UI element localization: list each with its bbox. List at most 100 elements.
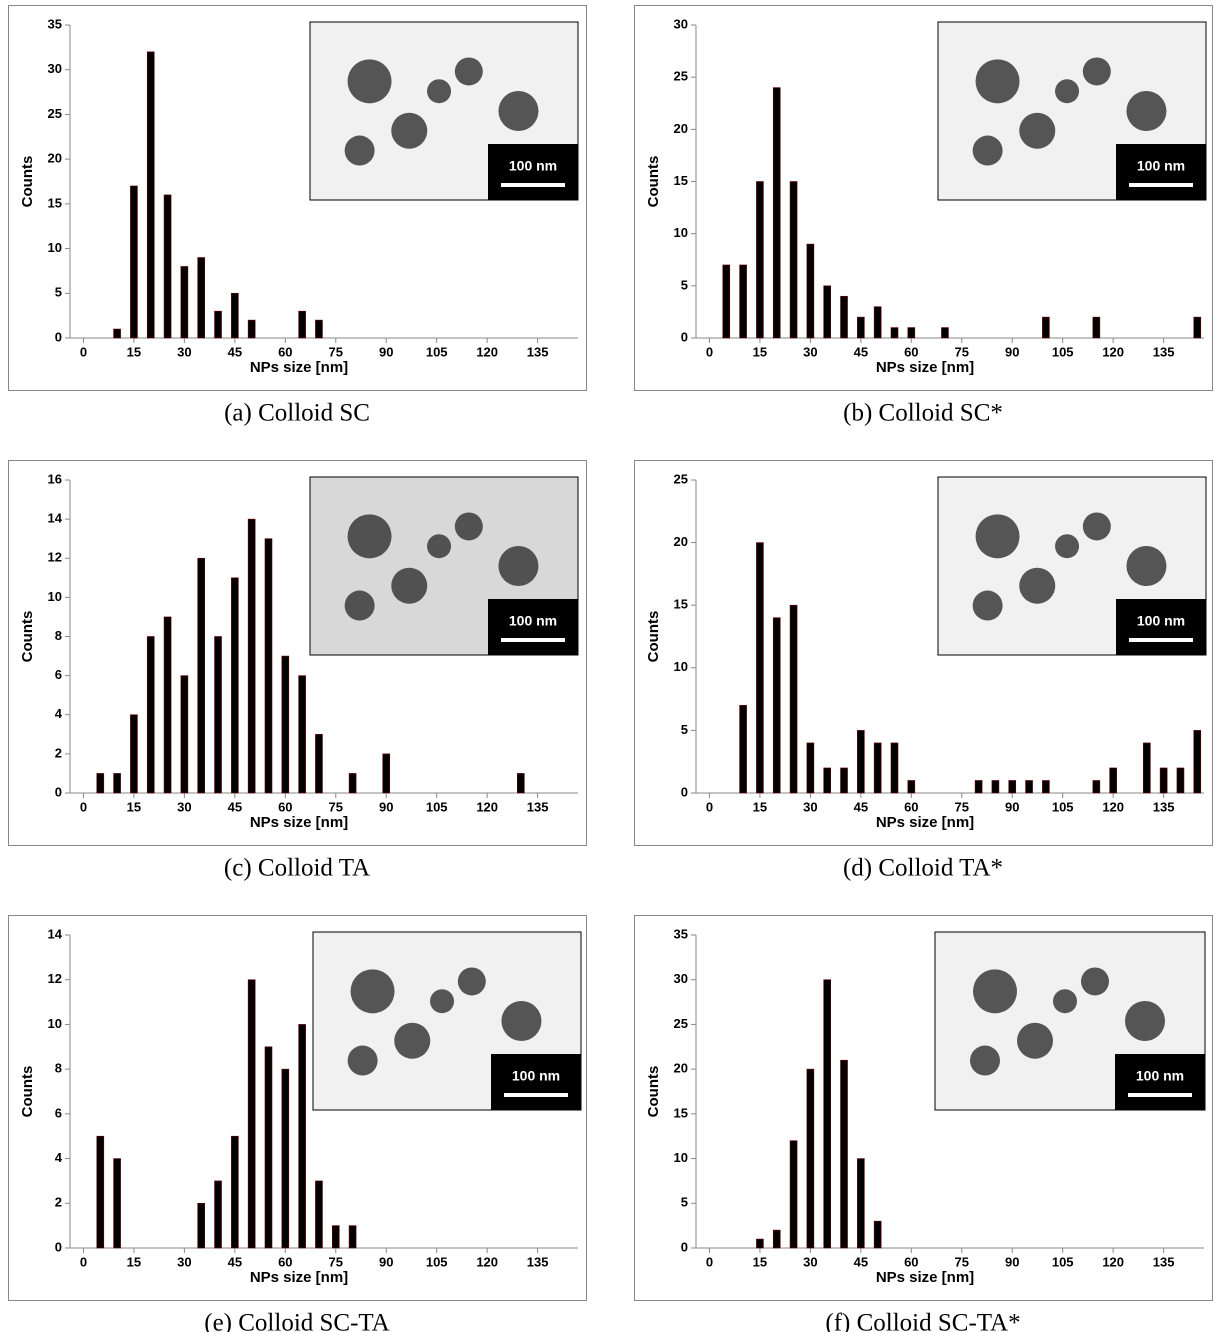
inset-particle — [345, 136, 375, 166]
bar — [992, 780, 999, 793]
x-tick-label: 90 — [379, 344, 393, 359]
y-tick-label: 20 — [674, 121, 688, 136]
x-tick-label: 135 — [527, 799, 549, 814]
bar — [97, 1136, 104, 1248]
inset-particle — [1019, 568, 1055, 604]
inset-particle — [351, 969, 395, 1013]
y-tick-label: 4 — [55, 706, 63, 721]
x-tick-label: 135 — [1153, 799, 1175, 814]
bar — [97, 773, 104, 793]
panel: 051015202530350153045607590105120135NPs … — [635, 916, 1213, 1332]
bar — [1042, 317, 1049, 338]
inset-particle — [455, 57, 483, 85]
inset-particle — [458, 967, 486, 995]
x-tick-label: 0 — [80, 344, 87, 359]
scale-label: 100 nm — [509, 613, 557, 629]
x-tick-label: 0 — [706, 799, 713, 814]
inset-particle — [1017, 1023, 1053, 1059]
inset-particle — [973, 969, 1017, 1013]
x-tick-label: 45 — [228, 799, 242, 814]
y-tick-label: 14 — [48, 926, 63, 941]
y-tick-label: 5 — [681, 277, 688, 292]
bar — [807, 244, 814, 338]
caption: (f) Colloid SC-TA* — [825, 1310, 1020, 1332]
inset-particle — [1083, 512, 1111, 540]
bar — [1093, 317, 1100, 338]
x-tick-label: 30 — [177, 1254, 191, 1269]
y-tick-label: 0 — [681, 329, 688, 344]
bar — [198, 558, 205, 793]
bar — [332, 1226, 339, 1248]
x-tick-label: 15 — [127, 344, 141, 359]
bar — [517, 773, 524, 793]
bar — [1093, 780, 1100, 793]
x-tick-label: 105 — [426, 1254, 448, 1269]
bar — [773, 1230, 780, 1248]
bar — [1194, 730, 1201, 793]
x-tick-label: 135 — [527, 1254, 549, 1269]
inset-particle — [973, 591, 1003, 621]
bar — [282, 656, 289, 793]
y-tick-label: 25 — [674, 471, 688, 486]
y-tick-label: 12 — [48, 971, 62, 986]
bar — [756, 543, 763, 793]
x-tick-label: 75 — [329, 1254, 343, 1269]
y-tick-label: 0 — [55, 784, 62, 799]
y-tick-label: 15 — [48, 195, 62, 210]
x-axis-label: NPs size [nm] — [250, 359, 348, 376]
bar — [147, 637, 154, 794]
bar — [1160, 768, 1167, 793]
caption: (e) Colloid SC-TA — [204, 1310, 390, 1332]
x-tick-label: 75 — [955, 344, 969, 359]
bar — [908, 780, 915, 793]
inset-particle — [501, 1001, 541, 1041]
y-tick-label: 12 — [48, 550, 62, 565]
y-tick-label: 16 — [48, 471, 62, 486]
x-tick-label: 120 — [1102, 1254, 1124, 1269]
x-tick-label: 45 — [854, 1254, 868, 1269]
inset-particle — [348, 59, 392, 103]
inset-particle — [427, 534, 451, 558]
x-axis-label: NPs size [nm] — [876, 359, 974, 376]
y-tick-label: 15 — [674, 597, 688, 612]
x-tick-label: 75 — [955, 1254, 969, 1269]
inset-particle — [498, 546, 538, 586]
x-tick-label: 105 — [426, 799, 448, 814]
inset-particle — [427, 79, 451, 103]
y-tick-label: 2 — [55, 1195, 62, 1210]
x-axis-label: NPs size [nm] — [250, 814, 348, 831]
x-tick-label: 45 — [228, 1254, 242, 1269]
y-tick-label: 20 — [674, 1061, 688, 1076]
bar — [198, 258, 205, 338]
caption: (c) Colloid TA — [224, 855, 370, 882]
y-tick-label: 25 — [48, 106, 62, 121]
x-tick-label: 135 — [527, 344, 549, 359]
x-tick-label: 60 — [904, 344, 918, 359]
caption: (d) Colloid TA* — [843, 855, 1003, 882]
bar — [874, 307, 881, 338]
bar — [315, 734, 322, 793]
bar — [723, 265, 730, 338]
x-tick-label: 75 — [329, 344, 343, 359]
bar — [824, 980, 831, 1248]
bar — [756, 1239, 763, 1248]
bar — [299, 1024, 306, 1248]
x-tick-label: 60 — [278, 799, 292, 814]
bar — [908, 328, 915, 338]
figure: 051015202530350153045607590105120135NPs … — [0, 0, 1218, 1332]
x-tick-label: 75 — [955, 799, 969, 814]
x-tick-label: 45 — [854, 799, 868, 814]
bar — [130, 186, 137, 338]
bar — [164, 195, 171, 338]
y-tick-label: 35 — [48, 16, 62, 31]
bar — [349, 1226, 356, 1248]
y-axis-label: Counts — [645, 1066, 662, 1118]
y-tick-label: 10 — [48, 1016, 62, 1031]
inset-particle — [348, 1046, 378, 1076]
y-tick-label: 4 — [55, 1150, 63, 1165]
bar — [231, 1136, 238, 1248]
x-tick-label: 30 — [177, 344, 191, 359]
y-axis-label: Counts — [645, 156, 662, 208]
x-tick-label: 120 — [476, 1254, 498, 1269]
bar — [841, 1060, 848, 1248]
